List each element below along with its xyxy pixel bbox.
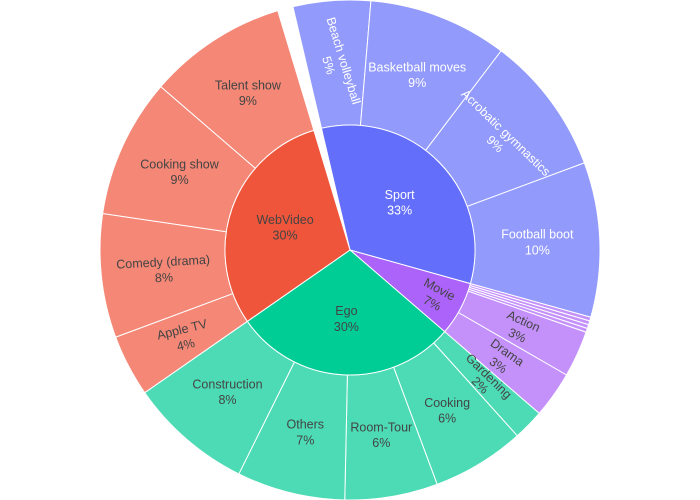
label-ego: Ego 30% [334,304,359,334]
slice-ego[interactable] [246,249,446,376]
label-basketball-moves: Basketball moves 9% [368,61,466,91]
slice-sport[interactable] [320,124,476,285]
label-football-boot: Football boot 10% [501,228,574,258]
inner-ring [224,124,476,376]
label-room-tour: Room-Tour 6% [350,420,412,450]
label-construction: Construction 8% [192,377,262,407]
label-cooking-show: Cooking show 9% [140,158,219,188]
label-comedy-drama: Comedy (drama)8% [116,253,211,287]
label-others: Others 7% [287,418,325,448]
label-webvideo: WebVideo 30% [256,213,313,243]
slice-webvideo[interactable] [224,129,351,323]
outer-ring [99,0,601,500]
label-cooking: Cooking 6% [424,396,470,426]
label-sport: Sport 33% [385,188,415,218]
label-talent-show: Talent show 9% [215,78,282,108]
